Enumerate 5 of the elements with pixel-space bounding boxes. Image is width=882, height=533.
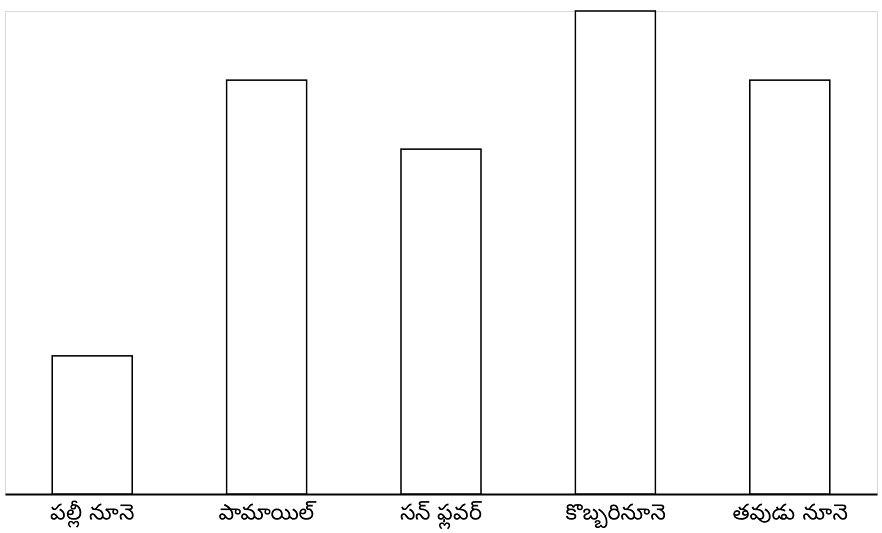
- x-tick-label: పల్లీ నూనె: [50, 500, 134, 528]
- x-tick-label: సన్ ఫ్లవర్: [400, 500, 482, 530]
- x-tick-label: కొబ్బరినూనె: [565, 500, 666, 528]
- x-tick-label: తవుడు నూనె: [732, 500, 848, 526]
- x-tick-label: పామాయిల్: [218, 500, 317, 526]
